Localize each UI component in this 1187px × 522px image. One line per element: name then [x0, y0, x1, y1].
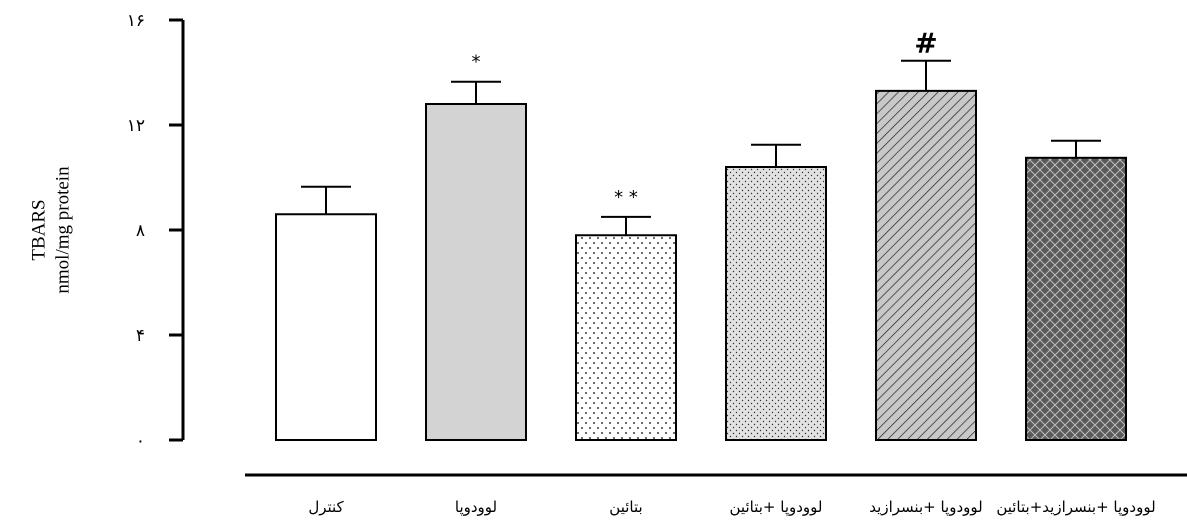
y-tick-label: ٠ [136, 431, 145, 451]
category-label: لوودوپا +بنسرازید [869, 498, 982, 517]
category-label: لوودوپا +بتائین [730, 498, 823, 517]
bar [875, 89, 977, 441]
bar [425, 103, 527, 441]
y-tick-label: ۴ [136, 326, 145, 346]
category-label: لوودوپا +بنسرازید+بتائین [996, 498, 1155, 517]
y-tick-label: ١۶ [127, 11, 145, 31]
y-tick-label: ١٢ [127, 116, 145, 136]
category-label: کنترل [308, 498, 344, 516]
category-label: لوودوپا [455, 498, 497, 517]
y-axis-label-line1: TBARS [29, 199, 50, 261]
bar [1025, 156, 1127, 441]
significance-label: # [914, 27, 937, 60]
significance-label: * * [614, 187, 638, 208]
bar [575, 234, 677, 441]
y-tick-label: ٨ [136, 221, 145, 241]
y-axis-label-line2: nmol/mg protein [53, 166, 74, 294]
significance-label: * [472, 52, 481, 73]
bar [275, 213, 377, 441]
category-label: بتائین [609, 498, 642, 516]
bar [725, 166, 827, 441]
y-axis-title: TBARS nmol/mg protein [22, 100, 82, 360]
